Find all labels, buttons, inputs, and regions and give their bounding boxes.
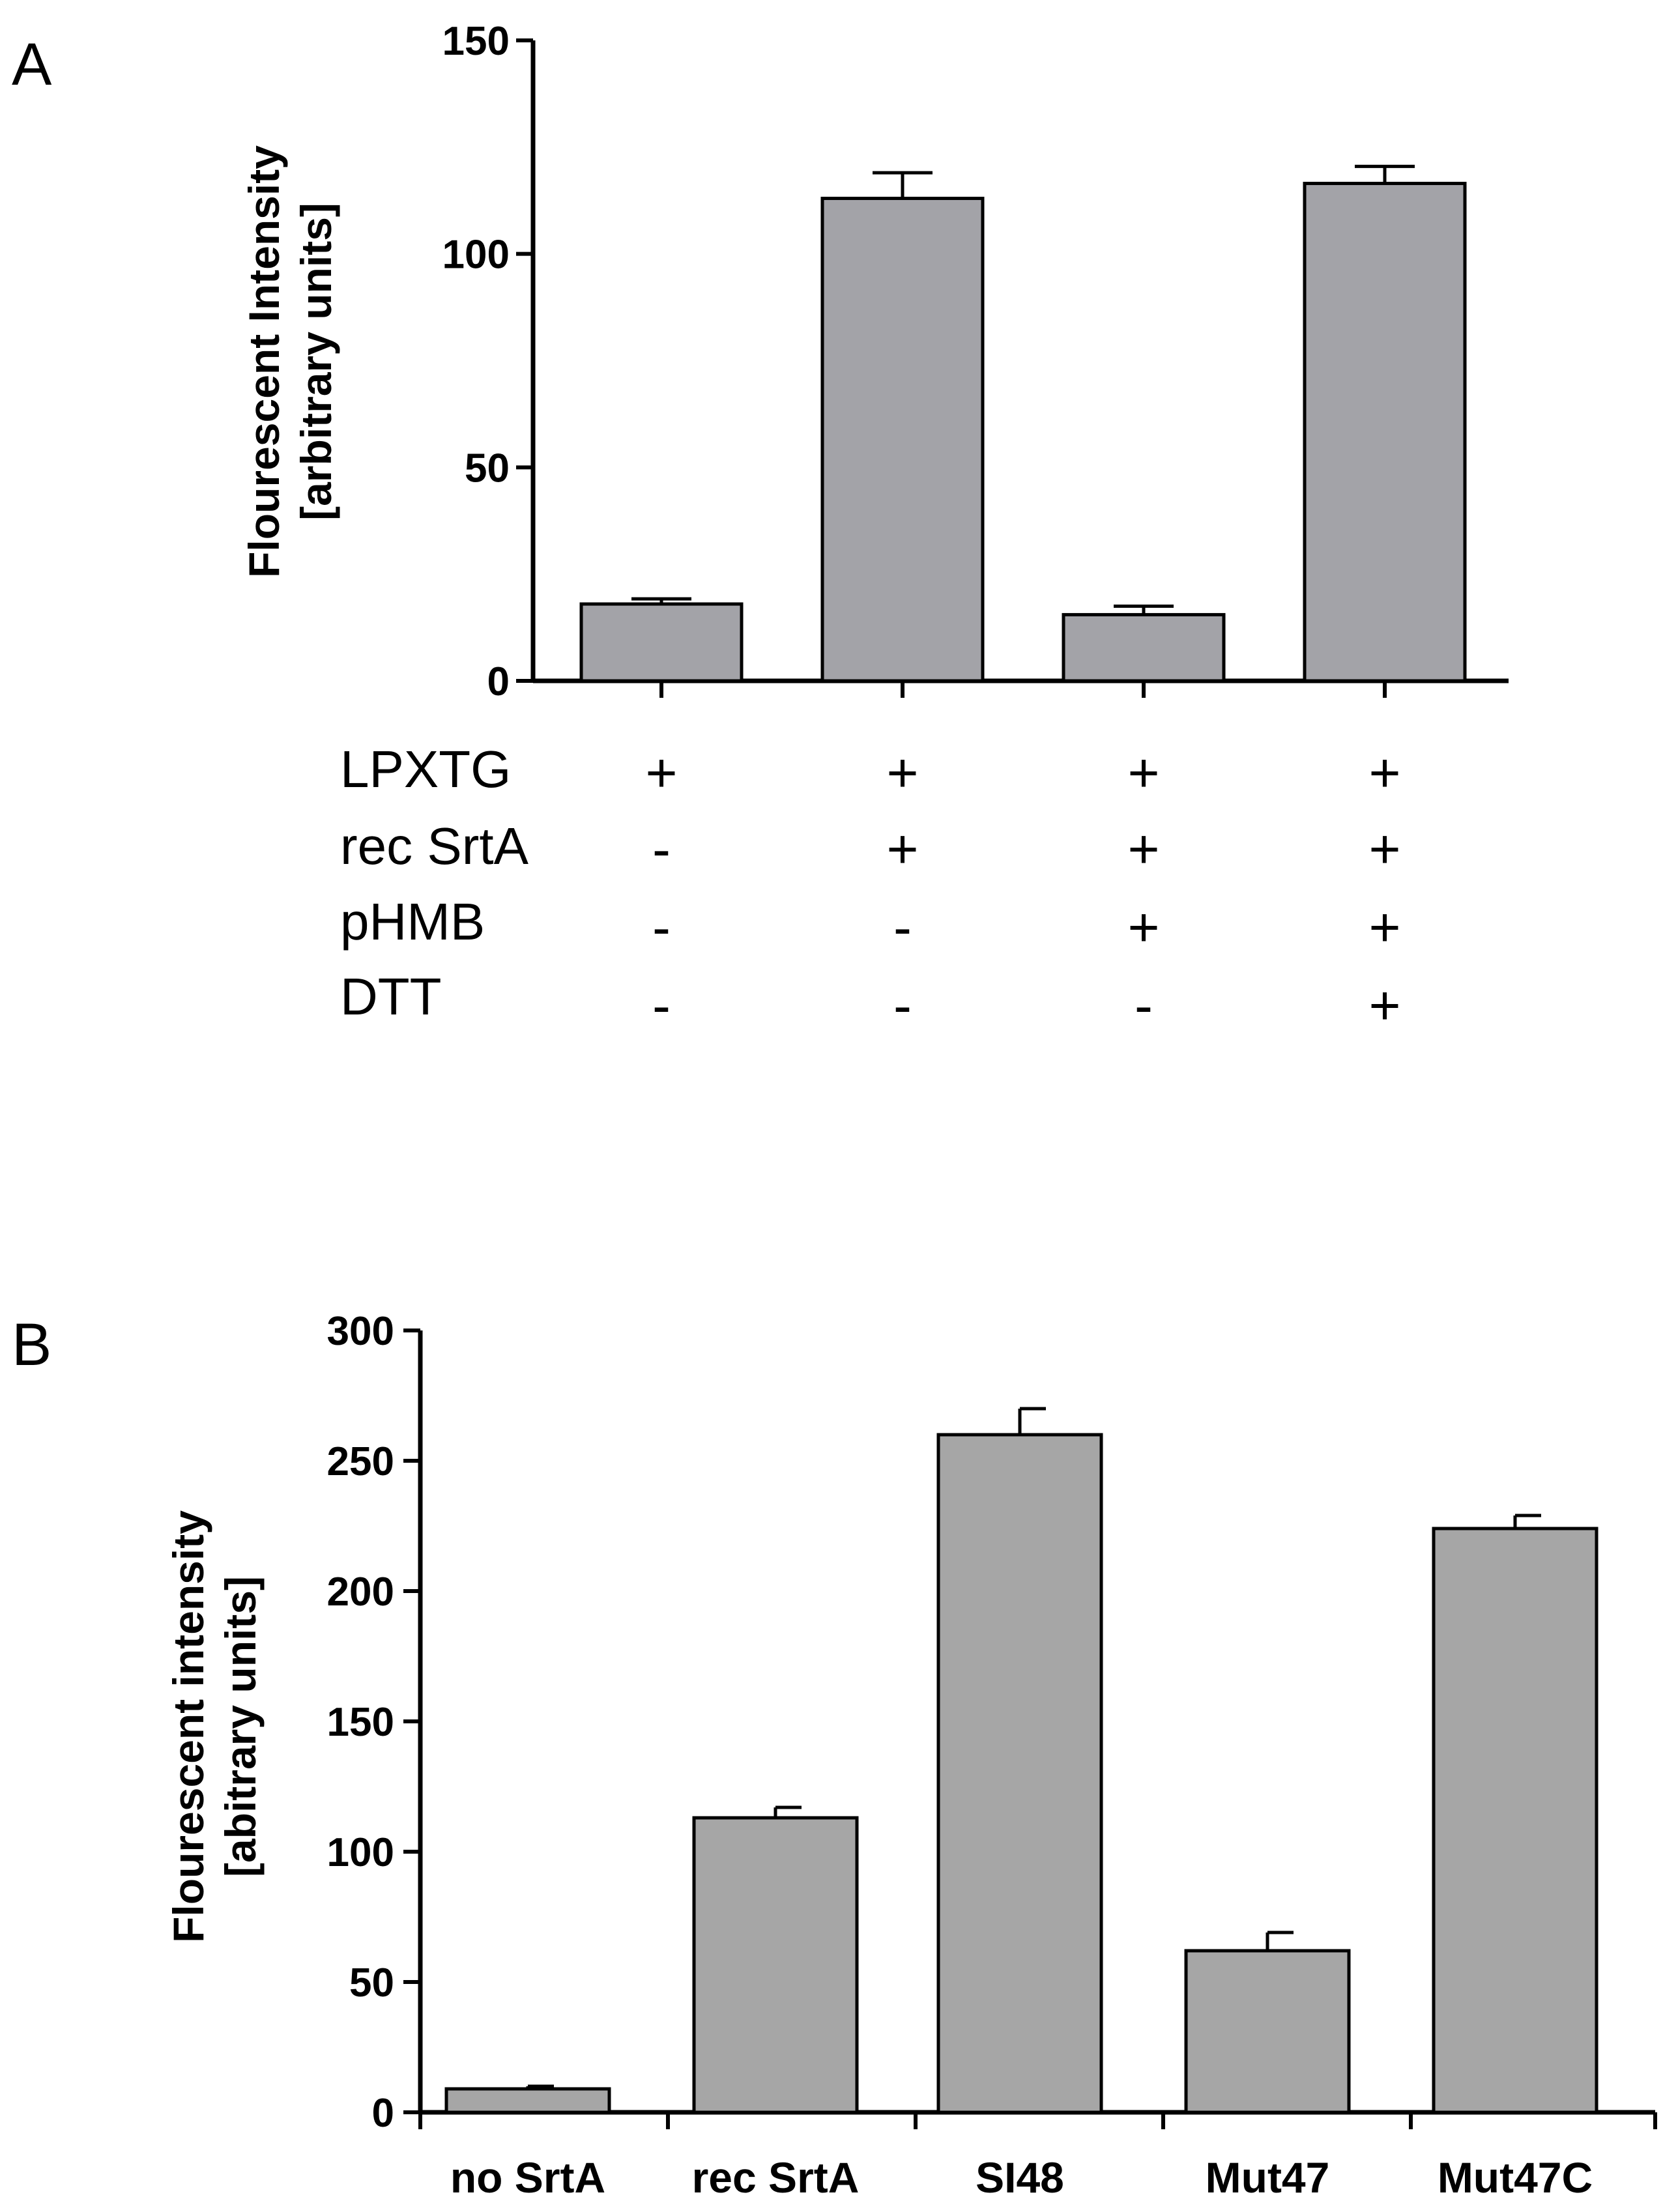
- panel-b-y-axis-label: Flourescent intensity[abitrary units]: [164, 1510, 265, 1943]
- panel-a-y-label: Flourescent Intensity[arbitrary units]: [240, 145, 340, 578]
- panel-a-y-tick-label: 150: [442, 19, 510, 64]
- panel-b-category-label: Mut47C: [1438, 2153, 1593, 2202]
- panel-a-y-tick-label: 50: [465, 446, 510, 491]
- panel-b: B Flourescent intensity[abitrary units] …: [12, 1309, 1657, 2202]
- panel-b-bar: [692, 1816, 859, 2114]
- panel-a-condition-sign: +: [886, 818, 918, 880]
- panel-a-condition-name: DTT: [340, 968, 442, 1026]
- panel-a-bar: [1303, 182, 1467, 683]
- panel-b-y-label-line-2: [abitrary units]: [216, 1576, 265, 1877]
- panel-a: A Flourescent Intensity[arbitrary units]…: [12, 19, 1509, 1036]
- panel-a-condition-table: LPXTG + + + + rec SrtA - + + + pHMB - - + + DTT - - - +: [340, 740, 1401, 1036]
- panel-a-y-tick-label: 100: [442, 233, 510, 278]
- panel-a-bar: [579, 602, 744, 683]
- panel-b-y-tick-label: 300: [327, 1309, 394, 1354]
- panel-a-condition-sign: -: [652, 818, 671, 880]
- panel-a-letter: A: [12, 31, 52, 98]
- panel-b-y-tick-label: 150: [327, 1700, 394, 1745]
- panel-a-y-label-line-1: Flourescent Intensity: [240, 145, 288, 578]
- panel-a-condition-name: pHMB: [340, 893, 485, 951]
- panel-a-y-axis-label: Flourescent Intensity[arbitrary units]: [240, 145, 340, 578]
- panel-a-condition-sign: -: [893, 897, 912, 958]
- panel-a-bars: [579, 164, 1467, 683]
- panel-b-y-tick-label: 250: [327, 1439, 394, 1484]
- panel-a-condition-sign: -: [893, 975, 912, 1036]
- panel-a-condition-sign: +: [1127, 742, 1159, 803]
- panel-a-condition-sign: +: [645, 742, 677, 803]
- panel-a-bar: [1062, 612, 1226, 683]
- panel-b-y-label: Flourescent intensity[abitrary units]: [164, 1510, 265, 1943]
- panel-b-category-labels: no SrtA rec SrtA SI48 Mut47 Mut47C: [450, 2153, 1593, 2202]
- panel-a-condition-sign: +: [1368, 742, 1400, 803]
- panel-b-bar: [1184, 1949, 1351, 2114]
- panel-a-condition-sign: -: [652, 975, 671, 1036]
- panel-a-condition-sign: +: [1127, 818, 1159, 880]
- panel-a-condition-sign: -: [652, 897, 671, 958]
- panel-b-bar: [1432, 1527, 1598, 2114]
- panel-b-category-label: SI48: [976, 2153, 1064, 2202]
- panel-b-y-tick-label: 200: [327, 1570, 394, 1615]
- panel-a-bar: [820, 196, 985, 683]
- panel-b-category-label: no SrtA: [450, 2153, 605, 2202]
- panel-b-category-label: rec SrtA: [692, 2153, 860, 2202]
- panel-a-condition-name: rec SrtA: [340, 817, 529, 875]
- panel-b-letter: B: [12, 1312, 51, 1378]
- panel-a-condition-name: LPXTG: [340, 740, 511, 798]
- panel-b-bar: [444, 2087, 611, 2114]
- panel-a-condition-sign: +: [886, 742, 918, 803]
- panel-b-bar: [936, 1433, 1103, 2114]
- panel-b-category-label: Mut47: [1206, 2153, 1330, 2202]
- panel-b-bars: [444, 1407, 1598, 2114]
- panel-a-y-tick-label: 0: [487, 659, 510, 704]
- panel-a-condition-sign: -: [1135, 975, 1153, 1036]
- panel-a-y-label-line-2: [arbitrary units]: [292, 203, 340, 521]
- panel-a-condition-sign: +: [1368, 818, 1400, 880]
- panel-a-condition-sign: +: [1127, 897, 1159, 958]
- panel-b-y-tick-label: 50: [349, 1961, 394, 2005]
- panel-a-condition-sign: +: [1368, 897, 1400, 958]
- panel-b-y-tick-label: 0: [372, 2091, 394, 2136]
- panel-b-y-tick-label: 100: [327, 1830, 394, 1875]
- panel-b-y-label-line-1: Flourescent intensity: [164, 1510, 212, 1943]
- panel-a-condition-sign: +: [1368, 975, 1400, 1036]
